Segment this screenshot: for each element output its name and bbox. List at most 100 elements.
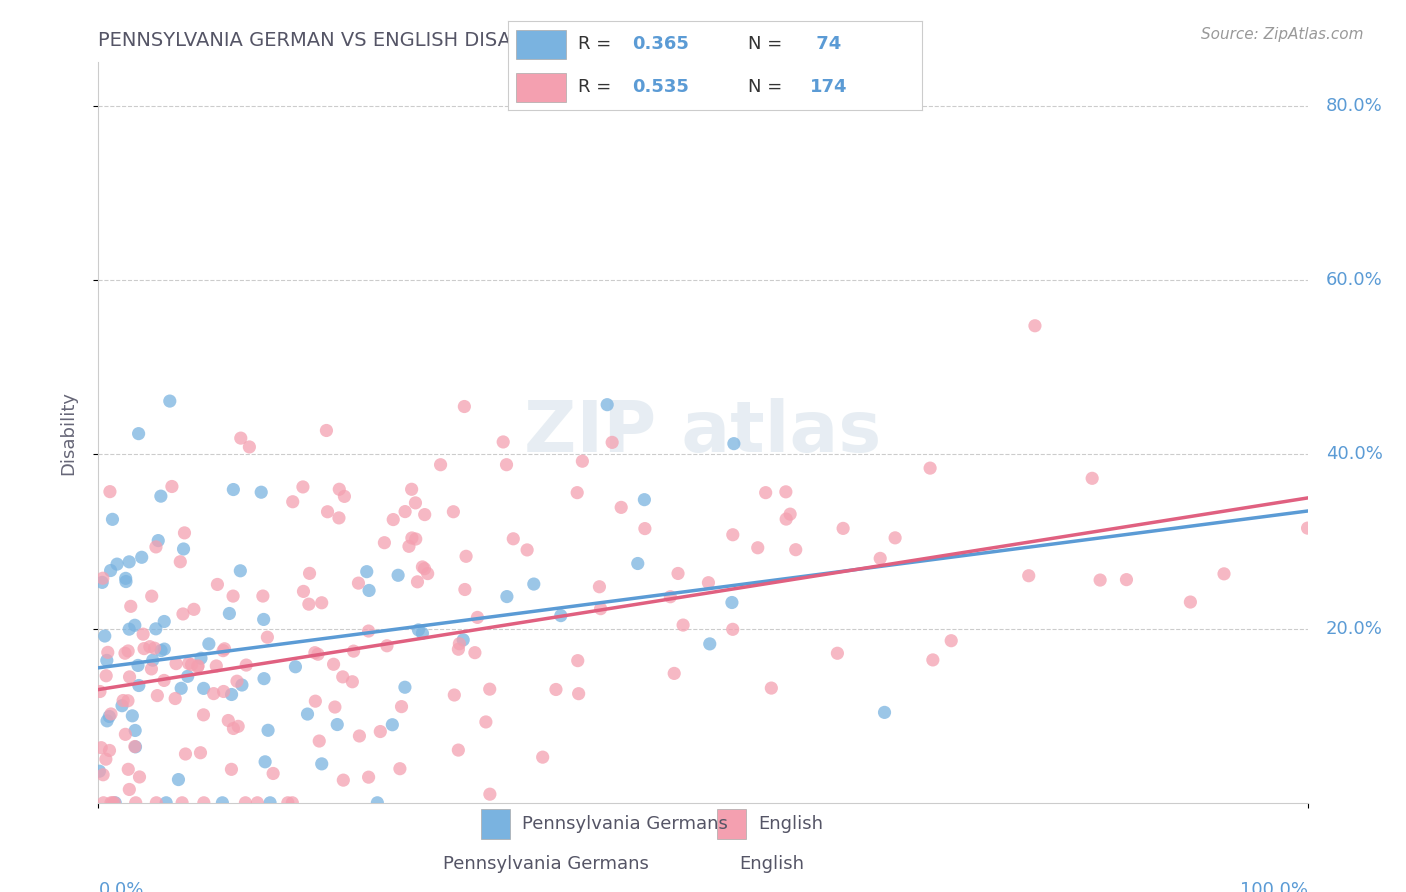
Point	[475, 714, 498, 729]
Text: 0.535: 0.535	[633, 78, 689, 96]
Point	[298, 566, 321, 581]
Point	[1213, 566, 1236, 581]
Text: 80.0%: 80.0%	[1326, 97, 1382, 115]
Point	[153, 673, 176, 688]
Point	[148, 533, 170, 548]
Point	[391, 699, 413, 714]
Point	[246, 796, 269, 810]
Text: 40.0%: 40.0%	[1326, 445, 1382, 464]
Text: Pennsylvania Germans: Pennsylvania Germans	[443, 855, 648, 872]
Point	[921, 653, 943, 667]
Point	[941, 633, 963, 648]
Point	[254, 755, 277, 769]
FancyBboxPatch shape	[717, 809, 745, 838]
Point	[308, 734, 330, 748]
Point	[596, 398, 619, 412]
Point	[252, 589, 274, 603]
Point	[89, 684, 111, 698]
Point	[120, 599, 142, 614]
Point	[118, 622, 141, 636]
Text: 20.0%: 20.0%	[1326, 620, 1382, 638]
Point	[165, 691, 187, 706]
Point	[159, 394, 181, 409]
Point	[342, 674, 364, 689]
Point	[1018, 568, 1040, 582]
Point	[413, 508, 436, 522]
Point	[118, 670, 141, 684]
Point	[256, 630, 278, 644]
Y-axis label: Disability: Disability	[59, 391, 77, 475]
Point	[869, 551, 891, 566]
Point	[627, 557, 650, 571]
Point	[226, 674, 249, 689]
Point	[169, 555, 191, 569]
Point	[142, 653, 165, 667]
Point	[257, 723, 280, 738]
Point	[100, 706, 122, 721]
Point	[190, 651, 212, 665]
Point	[523, 577, 546, 591]
Point	[180, 657, 202, 672]
Point	[366, 796, 388, 810]
Point	[183, 602, 205, 616]
Point	[221, 688, 243, 702]
Point	[873, 706, 896, 720]
Point	[368, 724, 391, 739]
Point	[231, 678, 253, 692]
Point	[94, 752, 117, 766]
Point	[884, 531, 907, 545]
Point	[202, 687, 225, 701]
Point	[567, 485, 589, 500]
Text: 74: 74	[810, 36, 842, 54]
Point	[153, 642, 176, 657]
Point	[235, 658, 257, 673]
Point	[1088, 573, 1111, 587]
Point	[723, 436, 745, 450]
Point	[316, 505, 339, 519]
Point	[193, 681, 215, 696]
Point	[284, 659, 307, 673]
Point	[93, 796, 115, 810]
Point	[128, 426, 150, 441]
Point	[1180, 595, 1202, 609]
Point	[146, 689, 169, 703]
Point	[373, 535, 395, 549]
Text: 0.365: 0.365	[633, 36, 689, 54]
Point	[633, 492, 655, 507]
Point	[98, 709, 121, 723]
Point	[779, 507, 801, 521]
Point	[775, 512, 797, 526]
Point	[401, 531, 423, 545]
Point	[332, 670, 354, 684]
Point	[98, 743, 121, 757]
Text: ZIP atlas: ZIP atlas	[524, 398, 882, 467]
Point	[550, 608, 572, 623]
Point	[495, 458, 517, 472]
Point	[1115, 573, 1137, 587]
Point	[659, 590, 682, 604]
Point	[447, 642, 470, 657]
Point	[117, 694, 139, 708]
Point	[143, 641, 166, 656]
Point	[323, 700, 346, 714]
Point	[827, 646, 849, 660]
Point	[211, 796, 233, 810]
Text: 174: 174	[810, 78, 848, 96]
Point	[118, 782, 141, 797]
Point	[173, 525, 195, 540]
Point	[531, 750, 554, 764]
Point	[451, 632, 474, 647]
Point	[441, 505, 464, 519]
Point	[342, 644, 364, 658]
Point	[112, 693, 135, 707]
FancyBboxPatch shape	[481, 809, 510, 838]
Point	[101, 512, 124, 526]
Point	[222, 589, 245, 603]
Point	[193, 796, 215, 810]
Point	[307, 647, 329, 661]
Point	[207, 577, 229, 591]
Point	[238, 440, 260, 454]
Point	[375, 639, 398, 653]
Point	[98, 484, 121, 499]
Point	[91, 768, 114, 782]
